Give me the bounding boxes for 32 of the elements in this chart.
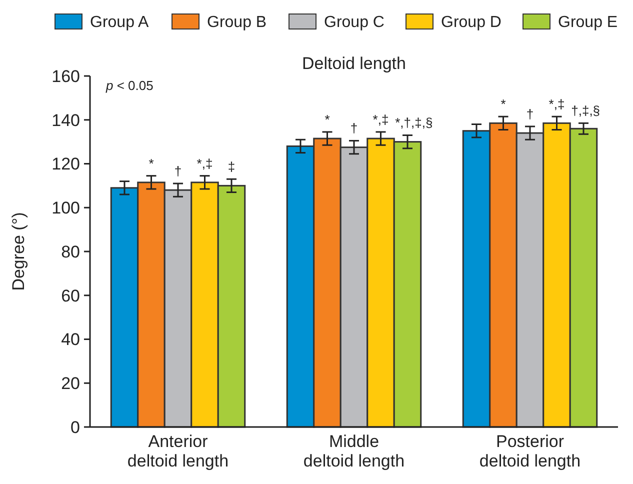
data-label: *,‡ [372,112,389,127]
data-label: * [500,96,506,112]
legend-label: Group A [90,14,150,31]
data-label: † [174,163,182,178]
x-tick-label: Posterior deltoid length [479,432,581,471]
y-tick-label: 140 [52,110,80,130]
y-tick-label: 40 [61,330,80,350]
y-tick-label: 0 [70,418,80,437]
legend-label: Group B [207,14,267,31]
data-label: † [350,120,358,136]
y-tick-label: 120 [52,154,80,174]
x-tick-label: Anterior deltoid length [127,432,229,471]
data-label: *,‡ [196,156,213,171]
data-label: *,‡ [548,96,565,112]
data-label: * [148,156,154,171]
data-label: * [324,112,330,127]
legend-label: Group D [441,14,502,31]
annotation: p < 0.05 [105,78,154,93]
y-tick-label: 60 [61,286,80,306]
data-label: *,†,‡,§ [395,115,433,130]
y-tick-label: 80 [61,242,80,262]
y-tick-label: 20 [61,374,80,394]
y-tick-label: 100 [52,198,80,218]
legend-label: Group E [558,14,618,31]
x-tick-label: Middle deltoid length [303,432,405,471]
legend-label: Group C [324,14,384,31]
y-tick-label: 160 [52,66,80,86]
data-label: †,‡,§ [571,103,600,118]
chart-title: Deltoid length [302,54,406,73]
data-label: ‡ [228,159,236,174]
data-label: † [526,106,534,122]
y-axis-title: Degree (°) [9,212,28,291]
